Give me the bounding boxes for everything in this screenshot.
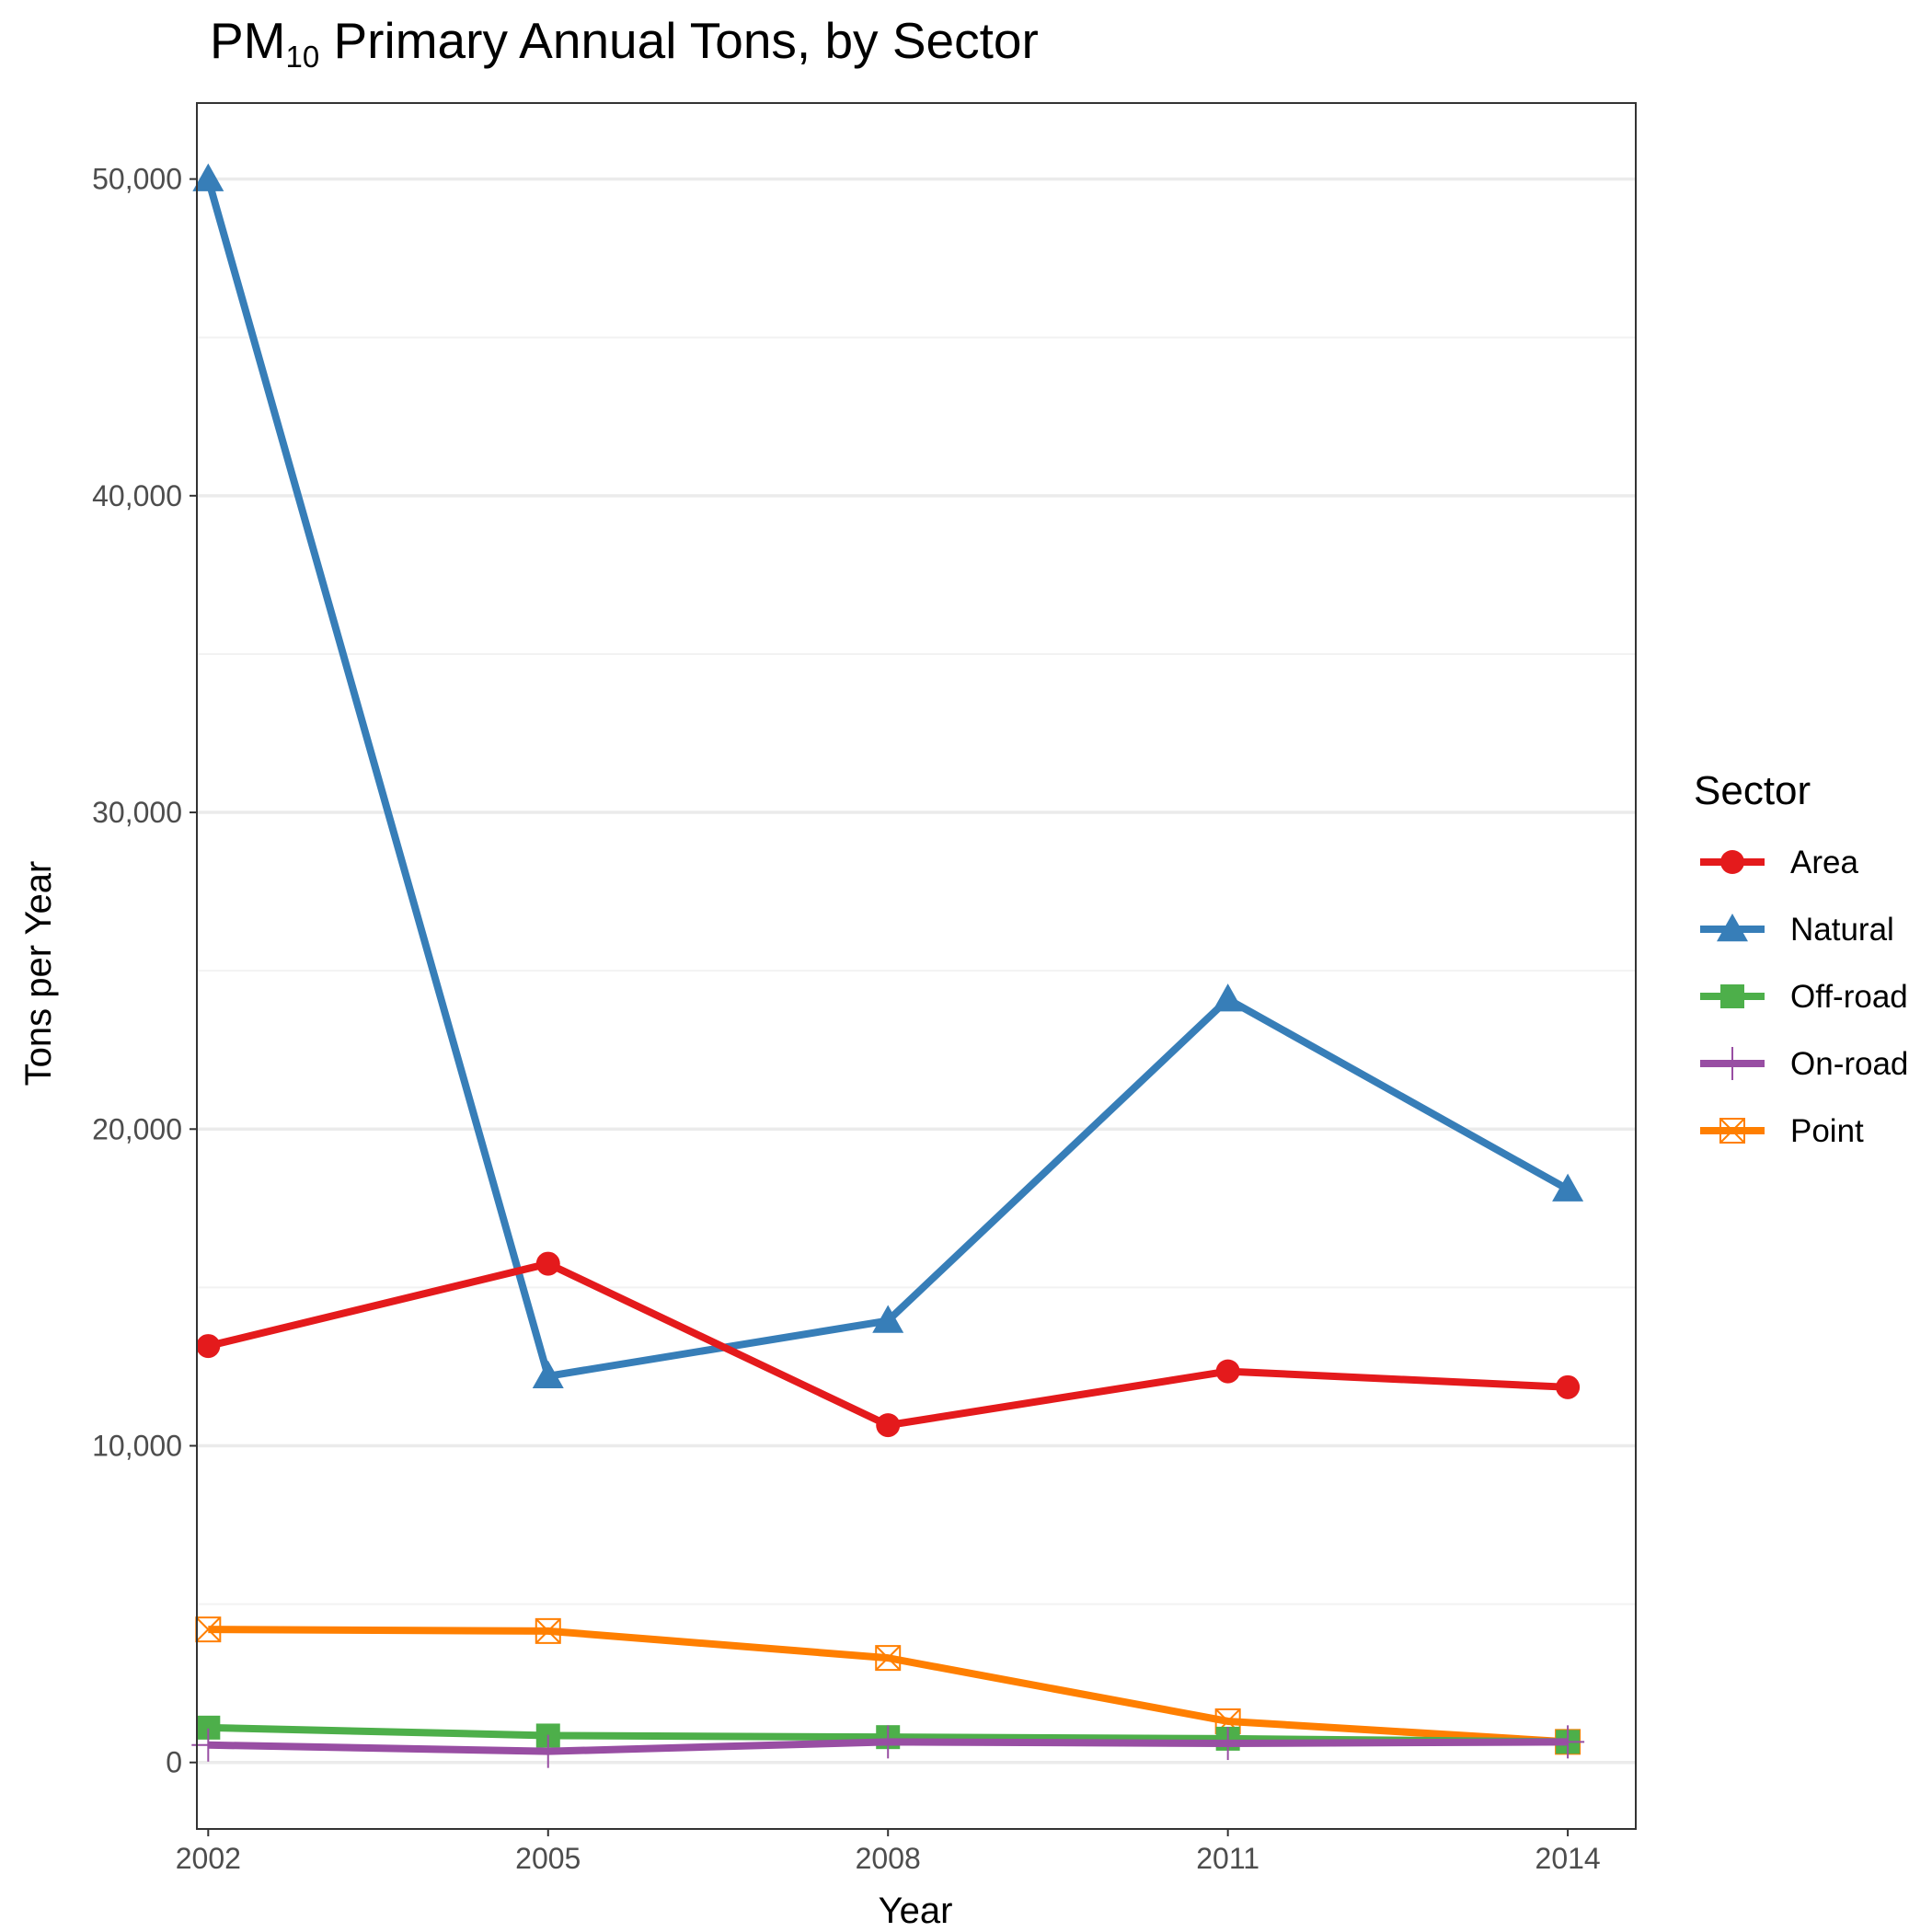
data-point-area <box>1556 1374 1581 1399</box>
data-point-area <box>535 1251 560 1276</box>
legend-key-marker <box>1720 984 1744 1008</box>
y-tick-label: 30,000 <box>92 796 182 829</box>
legend-item-on-road: On-road <box>1700 1046 1908 1082</box>
y-tick-label: 40,000 <box>92 479 182 512</box>
legend-key-marker <box>1717 914 1748 942</box>
series-natural <box>192 163 1584 1389</box>
data-point-natural <box>192 163 224 191</box>
data-point-point <box>535 1617 561 1644</box>
data-point-natural <box>532 1360 564 1389</box>
legend-label: Area <box>1790 845 1858 880</box>
legend-item-point: Point <box>1700 1113 1864 1149</box>
legend-item-natural: Natural <box>1700 912 1894 948</box>
data-point-natural <box>872 1305 904 1333</box>
data-point-area <box>876 1413 901 1438</box>
series-area <box>196 1251 1581 1438</box>
x-tick-label: 2014 <box>1535 1842 1601 1875</box>
axis-ticks: 0 10,000 20,000 30,000 40,000 50,000 2002 2005 2… <box>92 163 1601 1875</box>
x-tick-label: 2011 <box>1196 1842 1259 1875</box>
y-tick-label: 20,000 <box>92 1112 182 1145</box>
data-point-on-road <box>1551 1725 1585 1759</box>
legend-key-marker <box>1716 1047 1749 1080</box>
series-lines <box>191 163 1585 1768</box>
data-point-natural <box>1212 983 1244 1012</box>
legend-label: Off-road <box>1790 979 1908 1015</box>
plot-panel-border <box>196 102 1637 1830</box>
legend-label: On-road <box>1790 1046 1908 1082</box>
y-axis-title: Tons per Year <box>18 861 59 1087</box>
data-point-on-road <box>1211 1727 1245 1761</box>
title-main: PM <box>210 12 286 69</box>
data-point-area <box>196 1334 221 1359</box>
data-point-area <box>1215 1359 1240 1384</box>
legend-key-marker <box>1720 850 1744 874</box>
y-tick-label: 10,000 <box>92 1429 182 1462</box>
grid-lines <box>197 177 1636 1765</box>
legend-item-off-road: Off-road <box>1700 979 1908 1015</box>
x-tick-label: 2005 <box>515 1842 581 1875</box>
x-tick-label: 2002 <box>176 1842 241 1875</box>
legend-key-marker <box>1719 1118 1745 1144</box>
chart-title: PM10 Primary Annual Tons, by Sector <box>210 11 1039 75</box>
data-point-on-road <box>871 1725 905 1759</box>
series-line-natural <box>204 178 1570 1380</box>
title-subscript: 10 <box>285 40 320 74</box>
x-tick-label: 2008 <box>856 1842 921 1875</box>
legend-title: Sector <box>1694 768 1811 813</box>
y-tick-label: 50,000 <box>92 163 182 196</box>
legend: Sector Area Natural Off-road On-road Point <box>1694 768 1908 1149</box>
legend-item-area: Area <box>1700 845 1858 880</box>
data-point-on-road <box>531 1734 565 1768</box>
y-tick-label: 0 <box>166 1746 182 1779</box>
legend-label: Natural <box>1790 912 1894 948</box>
series-on-road <box>191 1725 1585 1768</box>
legend-label: Point <box>1790 1113 1864 1149</box>
title-rest: Primary Annual Tons, by Sector <box>319 12 1039 69</box>
data-point-point <box>875 1645 902 1672</box>
x-axis-title: Year <box>879 1891 953 1931</box>
data-point-natural <box>1552 1173 1584 1202</box>
